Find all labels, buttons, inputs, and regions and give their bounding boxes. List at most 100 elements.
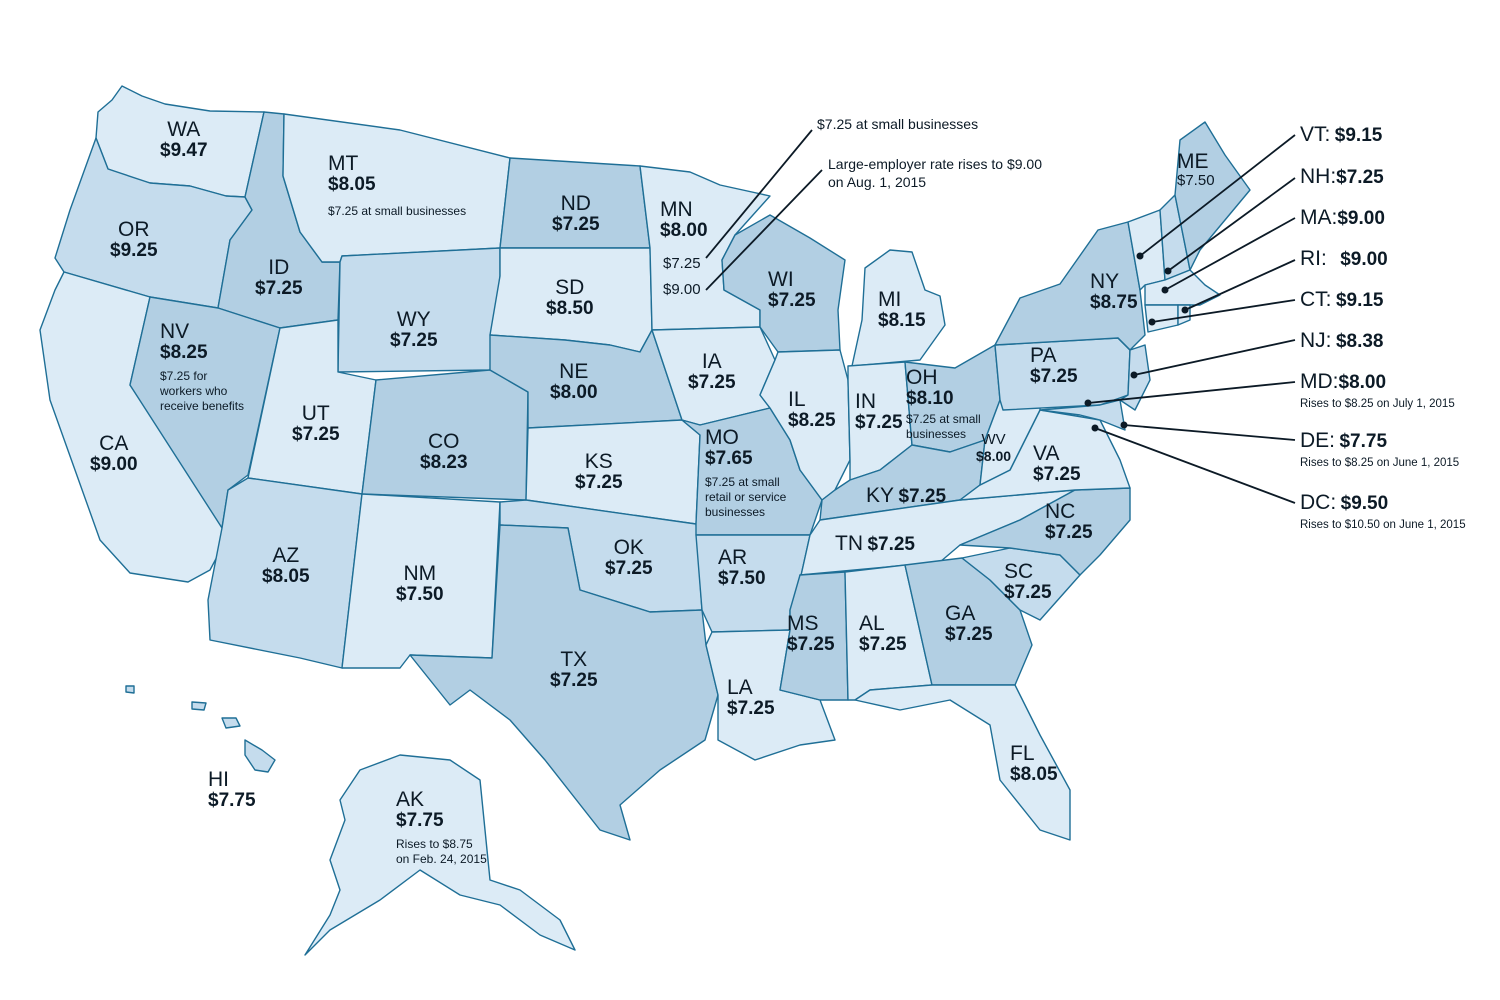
- note-de: Rises to $8.25 on June 1, 2015: [1300, 457, 1460, 469]
- label-va: VA $7.25: [1033, 442, 1081, 486]
- de-leader-line: [1123, 424, 1296, 441]
- abbr-ks: KS: [584, 450, 613, 473]
- rate-ok: $7.25: [605, 558, 653, 580]
- label-ne: NE $8.00: [550, 360, 598, 404]
- callout-large-employer: Large-employer rate rises to $9.00 on Au…: [828, 156, 1042, 191]
- abbr-sc: SC: [1004, 560, 1034, 583]
- rate-wv: $8.00: [976, 447, 1012, 464]
- rate-wa: $9.47: [160, 140, 208, 162]
- rate-tn: $7.25: [867, 534, 915, 555]
- state-hi-island-1[interactable]: [244, 739, 276, 773]
- abbr-in: IN: [855, 390, 876, 413]
- state-nv[interactable]: [129, 296, 281, 529]
- label-ca: CA $9.00: [90, 432, 138, 476]
- abbr-md: MD:: [1300, 370, 1339, 393]
- abbr-il: IL: [788, 388, 806, 411]
- abbr-ca: CA: [99, 432, 129, 455]
- state-hi-island-2[interactable]: [221, 717, 241, 729]
- label-sc: SC $7.25: [1004, 560, 1052, 604]
- label-nj: NJ: $8.38: [1300, 329, 1384, 353]
- rate-ny: $8.75: [1090, 292, 1138, 314]
- state-me[interactable]: [1174, 121, 1251, 271]
- rate-md: $8.00: [1338, 372, 1387, 393]
- rate-oh: $8.10: [906, 388, 954, 410]
- abbr-wv: WV: [981, 431, 1006, 448]
- label-ms: MS $7.25: [787, 612, 835, 656]
- label-ri: RI: $9.00: [1300, 247, 1388, 271]
- label-nm: NM $7.50: [396, 562, 444, 606]
- label-co: CO $8.23: [420, 430, 468, 474]
- rate-nh: $7.25: [1336, 167, 1384, 188]
- nh-leader-dot: [1164, 267, 1172, 275]
- rate-ak: $7.75: [396, 810, 444, 832]
- abbr-ne: NE: [559, 360, 589, 383]
- abbr-tx: TX: [560, 648, 588, 671]
- nj-leader-line: [1133, 339, 1296, 376]
- abbr-mn: MN: [660, 198, 693, 221]
- state-fl[interactable]: [854, 684, 1071, 841]
- label-sd: SD $8.50: [546, 276, 594, 320]
- abbr-me: ME: [1177, 150, 1209, 173]
- rate-nm: $7.50: [396, 584, 444, 606]
- note-md: Rises to $8.25 on July 1, 2015: [1300, 398, 1455, 410]
- label-nv: NV $8.25 $7.25 for workers who receive ben…: [160, 320, 244, 414]
- note-oh: $7.25 at small businesses: [906, 411, 981, 441]
- rate-ri: $9.00: [1340, 249, 1388, 270]
- rate-ma: $9.00: [1337, 208, 1385, 229]
- rate-hi: $7.75: [208, 790, 256, 812]
- state-nc[interactable]: [959, 487, 1131, 576]
- label-ar: AR $7.50: [718, 546, 766, 590]
- abbr-nm: NM: [403, 562, 437, 585]
- label-ky: KY $7.25: [866, 484, 946, 508]
- label-ak: AK $7.75 Rises to $8.75 on Feb. 24, 2015: [396, 788, 487, 867]
- label-vt: VT: $9.15: [1300, 123, 1382, 147]
- label-me: ME $7.50: [1177, 150, 1215, 190]
- abbr-ri: RI:: [1300, 247, 1327, 270]
- abbr-nc: NC: [1045, 500, 1076, 523]
- rate-sd: $8.50: [546, 298, 594, 320]
- state-mi[interactable]: [851, 249, 946, 367]
- rate-az: $8.05: [262, 566, 310, 588]
- abbr-az: AZ: [272, 544, 300, 567]
- rate-co: $8.23: [420, 452, 468, 474]
- state-hi-island-3[interactable]: [191, 701, 207, 711]
- note-ak: Rises to $8.75 on Feb. 24, 2015: [396, 836, 487, 866]
- label-ks: KS $7.25: [575, 450, 623, 494]
- abbr-hi: HI: [208, 768, 229, 791]
- abbr-ut: UT: [301, 402, 330, 425]
- state-tx[interactable]: [409, 524, 719, 841]
- ma-leader-dot: [1161, 286, 1169, 294]
- label-md: MD:$8.00 Rises to $8.25 on July 1, 2015: [1300, 370, 1455, 411]
- rate-tx: $7.25: [550, 670, 598, 692]
- state-md[interactable]: [1039, 399, 1126, 431]
- state-ny[interactable]: [994, 221, 1146, 351]
- label-wv: WV $8.00: [976, 431, 1012, 464]
- rate-ia: $7.25: [688, 372, 736, 394]
- abbr-ct: CT:: [1300, 288, 1332, 311]
- rate-or: $9.25: [110, 240, 158, 262]
- abbr-vt: VT:: [1300, 123, 1331, 146]
- abbr-nv: NV: [160, 320, 190, 343]
- abbr-ga: GA: [945, 602, 976, 625]
- label-az: AZ $8.05: [262, 544, 310, 588]
- rate-vt: $9.15: [1334, 125, 1383, 146]
- abbr-id: ID: [268, 256, 290, 279]
- abbr-dc: DC:: [1300, 491, 1337, 514]
- abbr-wa: WA: [167, 118, 201, 141]
- note-dc: Rises to $10.50 on June 1, 2015: [1300, 519, 1466, 531]
- abbr-tn: TN: [835, 532, 863, 555]
- state-ak[interactable]: [304, 754, 576, 956]
- label-la: LA $7.25: [727, 676, 775, 720]
- rate-il: $8.25: [788, 410, 836, 432]
- label-or: OR $9.25: [110, 218, 158, 262]
- abbr-ms: MS: [787, 612, 819, 635]
- note-mt: $7.25 at small businesses: [328, 203, 467, 218]
- abbr-mt: MT: [328, 152, 359, 175]
- md-leader-dot: [1084, 399, 1092, 407]
- abbr-ia: IA: [701, 350, 722, 373]
- label-ga: GA $7.25: [945, 602, 993, 646]
- state-il[interactable]: [759, 349, 851, 501]
- state-hi-island-4[interactable]: [125, 685, 135, 694]
- abbr-nh: NH:: [1300, 165, 1337, 188]
